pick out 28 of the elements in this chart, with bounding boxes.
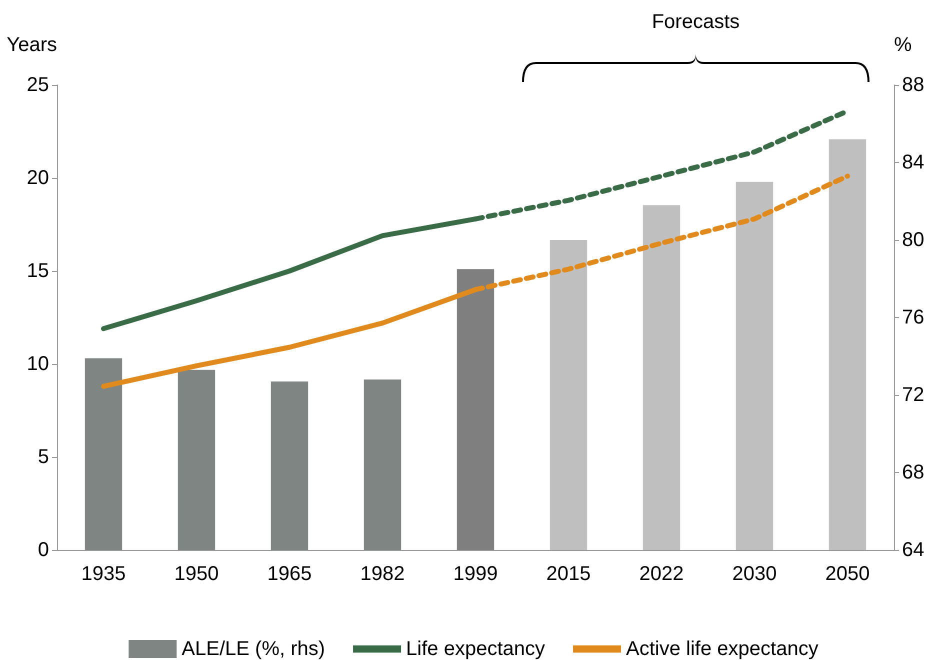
y2-tick-label: 72 [902, 384, 924, 406]
y2-axis-title: % [894, 34, 912, 56]
x-tick-label: 1935 [81, 563, 126, 585]
x-tick-label: 1965 [267, 563, 312, 585]
y2-tick-label: 84 [902, 152, 924, 174]
x-tick-label: 2015 [546, 563, 591, 585]
y2-tick-label: 68 [902, 462, 924, 484]
x-tick-label: 2022 [639, 563, 684, 585]
y-tick-label: 15 [26, 260, 49, 282]
x-tick-label: 1982 [360, 563, 405, 585]
y-tick-label: 5 [38, 446, 49, 468]
legend-label: Active life expectancy [626, 638, 818, 660]
y-tick-label: 0 [38, 539, 49, 561]
y-tick-label: 10 [26, 353, 49, 375]
legend-label: ALE/LE (%, rhs) [182, 638, 326, 660]
x-tick-label: 2050 [825, 563, 870, 585]
y2-tick-label: 80 [902, 229, 924, 251]
legend-label: Life expectancy [406, 638, 546, 660]
x-tick-label: 2030 [732, 563, 777, 585]
y2-tick-label: 64 [902, 539, 924, 561]
x-tick-label: 1950 [174, 563, 219, 585]
y2-tick-label: 88 [902, 74, 924, 96]
y-tick-label: 20 [26, 167, 49, 189]
y-axis-title: Years [6, 34, 57, 56]
x-tick-label: 1999 [453, 563, 498, 585]
y2-tick-label: 76 [902, 306, 924, 328]
text: Forecasts [652, 11, 740, 33]
y-tick-label: 25 [26, 74, 49, 96]
